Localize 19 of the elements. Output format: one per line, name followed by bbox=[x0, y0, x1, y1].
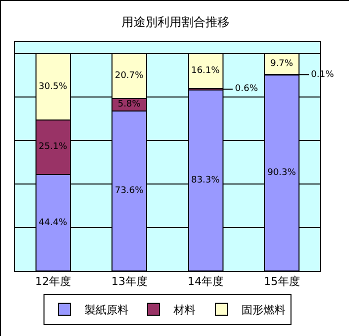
data-label: 73.6% bbox=[114, 186, 144, 196]
data-label: 0.6% bbox=[235, 84, 258, 94]
x-tick-label: 13年度 bbox=[111, 275, 148, 288]
data-label: 5.8% bbox=[118, 100, 142, 110]
chart-title: 用途別利用割合推移 bbox=[122, 15, 230, 30]
data-label: 90.3% bbox=[267, 168, 296, 178]
x-tick-label: 14年度 bbox=[188, 275, 224, 288]
data-label: 20.7% bbox=[114, 70, 144, 81]
data-label: 16.1% bbox=[191, 66, 220, 76]
legend-label: 材料 bbox=[172, 304, 196, 317]
data-label: 30.5% bbox=[38, 82, 68, 92]
data-label: 9.7% bbox=[270, 58, 294, 69]
x-tick-label: 15年度 bbox=[264, 275, 300, 288]
data-label: 83.3% bbox=[191, 175, 220, 186]
data-label: 25.1% bbox=[38, 142, 68, 152]
data-label: 44.4% bbox=[38, 218, 68, 228]
x-tick-label: 12年度 bbox=[35, 275, 72, 288]
legend-label: 製紙原料 bbox=[84, 304, 128, 317]
legend-label: 固形燃料 bbox=[242, 304, 286, 317]
